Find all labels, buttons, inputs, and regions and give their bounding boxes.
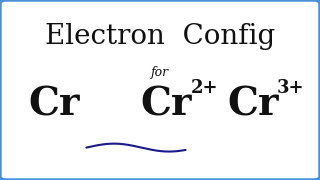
Text: for: for [151, 66, 169, 78]
Text: Electron  Config: Electron Config [45, 22, 275, 50]
Text: 2+: 2+ [190, 79, 218, 97]
Text: Cr: Cr [141, 85, 192, 123]
Text: Cr: Cr [29, 85, 80, 123]
Text: Cr: Cr [227, 85, 279, 123]
Text: 3+: 3+ [277, 79, 304, 97]
